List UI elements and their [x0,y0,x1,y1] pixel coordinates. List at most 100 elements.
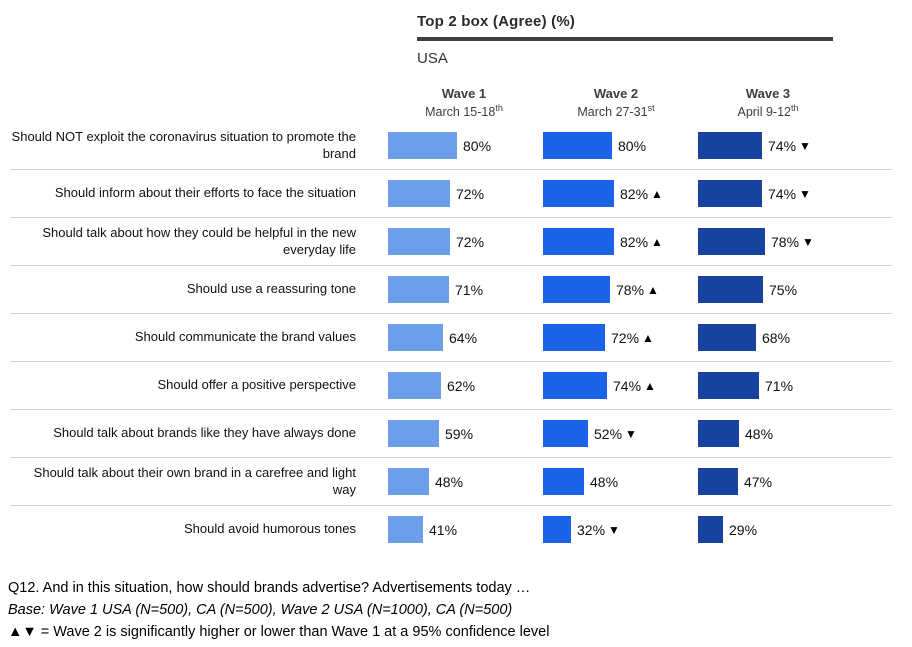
wave-3-value: 74% [768,185,797,202]
wave-3-value: 48% [745,425,774,442]
wave-1-bar [388,324,443,351]
wave-2-cell: 32% ▼ [543,516,698,543]
wave-3-bar [698,132,762,159]
table-row: Should talk about brands like they have … [10,410,892,458]
footnotes: Q12. And in this situation, how should b… [8,578,549,643]
table-row: Should offer a positive perspective 62% … [10,362,892,410]
wave-1-value: 71% [455,281,484,298]
title-underline [417,37,833,41]
wave-3-significance-marker: ▼ [799,186,811,201]
wave-2-significance-marker: ▲ [651,234,663,249]
wave-1-bar [388,228,450,255]
wave-2-value: 32% [577,521,606,538]
wave-2-significance-marker: ▼ [608,522,620,537]
wave-2-significance-marker: ▲ [644,378,656,393]
statement-label: Should NOT exploit the coronavirus situa… [11,128,356,161]
wave-2-cell: 82% ▲ [543,180,698,207]
wave-1-cell: 41% [388,516,543,543]
wave-2-bar [543,228,614,255]
question-text: Q12. And in this situation, how should b… [8,580,531,596]
wave-2-cell: 78% ▲ [543,276,698,303]
table-row: Should talk about how they could be help… [10,218,892,266]
wave-3-cell: 75% [698,276,853,303]
wave-3-bar [698,180,762,207]
wave-2-bar [543,324,605,351]
statement-label: Should communicate the brand values [134,329,356,345]
statement-label: Should talk about brands like they have … [53,425,356,441]
wave-1-value: 59% [445,425,474,442]
table-row: Should talk about their own brand in a c… [10,458,892,506]
wave-3-bar [698,516,723,543]
wave-1-value: 62% [447,377,476,394]
wave-2-value: 82% [620,233,649,250]
wave-2-value: 82% [620,185,649,202]
wave-2-bar [543,468,584,495]
wave-3-value: 47% [744,473,773,490]
wave-3-bar [698,324,756,351]
wave-1-bar [388,276,449,303]
wave-3-value: 71% [765,377,794,394]
wave-3-bar [698,420,739,447]
table-row: Should inform about their efforts to fac… [10,170,892,218]
statement-label: Should talk about their own brand in a c… [33,464,356,497]
wave-column-headers: Wave 1 March 15-18th Wave 2 March 27-31s… [388,86,844,119]
wave-1-header: Wave 1 March 15-18th [388,86,540,119]
wave-3-name: Wave 3 [745,86,791,101]
statement-label: Should use a reassuring tone [186,281,356,297]
wave-1-cell: 48% [388,468,543,495]
wave-1-date-suffix: th [495,103,503,113]
wave-3-cell: 68% [698,324,853,351]
wave-1-cell: 62% [388,372,543,399]
wave-2-value: 72% [611,329,640,346]
wave-1-cell: 80% [388,132,543,159]
wave-2-bar [543,132,612,159]
wave-2-date: March 27-31st [540,103,692,119]
wave-1-bar [388,516,423,543]
wave-1-value: 41% [429,521,458,538]
wave-2-value: 80% [618,137,647,154]
wave-3-cell: 48% [698,420,853,447]
wave-2-bar [543,180,614,207]
chart-header: Top 2 box (Agree) (%) USA [417,13,847,67]
wave-3-value: 68% [762,329,791,346]
wave-1-date: March 15-18th [388,103,540,119]
wave-2-significance-marker: ▲ [651,186,663,201]
wave-1-value: 72% [456,233,485,250]
wave-2-significance-marker: ▲ [642,330,654,345]
table-row: Should communicate the brand values 64% … [10,314,892,362]
wave-3-date-suffix: th [790,103,799,113]
wave-2-bar [543,372,607,399]
chart-title: Top 2 box (Agree) (%) [417,13,576,30]
wave-3-significance-marker: ▼ [802,234,814,249]
table-row: Should NOT exploit the coronavirus situa… [10,122,892,170]
wave-3-cell: 78% ▼ [698,228,853,255]
wave-3-significance-marker: ▼ [799,138,811,153]
wave-2-cell: 52% ▼ [543,420,698,447]
significance-legend: ▲▼ = Wave 2 is significantly higher or l… [8,623,550,640]
wave-3-cell: 29% [698,516,853,543]
wave-1-date-text: March 15-18 [425,105,496,120]
wave-2-value: 74% [613,377,642,394]
statement-label: Should inform about their efforts to fac… [54,185,356,201]
wave-2-cell: 82% ▲ [543,228,698,255]
wave-2-header: Wave 2 March 27-31st [540,86,692,119]
region-label: USA [417,50,448,67]
wave-3-bar [698,372,759,399]
wave-3-date: April 9-12th [692,103,844,119]
wave-3-value: 75% [769,281,798,298]
wave-3-bar [698,276,763,303]
wave-1-cell: 72% [388,228,543,255]
wave-3-date-text: April 9-12 [737,105,791,120]
wave-1-bar [388,420,439,447]
wave-1-cell: 64% [388,324,543,351]
wave-1-bar [388,372,441,399]
wave-2-cell: 72% ▲ [543,324,698,351]
wave-2-date-suffix: st [647,103,655,113]
table-row: Should use a reassuring tone 71% 78% ▲ 7… [10,266,892,314]
wave-3-header: Wave 3 April 9-12th [692,86,844,119]
wave-3-value: 74% [768,137,797,154]
wave-2-cell: 48% [543,468,698,495]
wave-2-significance-marker: ▲ [647,282,659,297]
wave-3-bar [698,228,765,255]
